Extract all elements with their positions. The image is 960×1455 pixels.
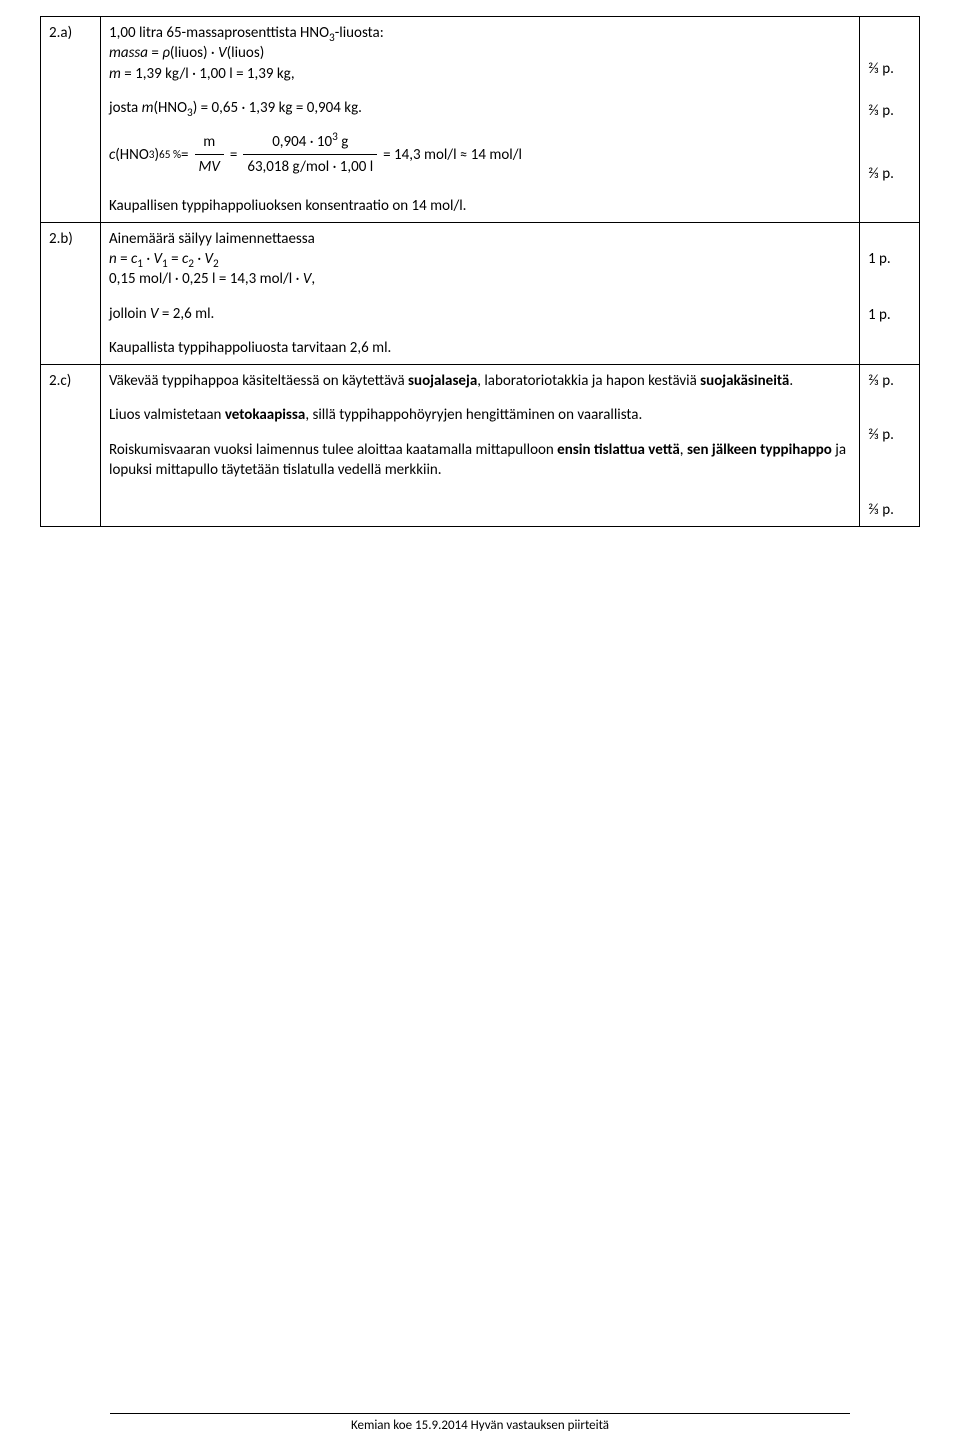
points: 1 p. [868, 249, 911, 269]
points: 1 p. [868, 305, 911, 325]
text: = [117, 250, 131, 268]
text: = [168, 250, 182, 268]
text: Ainemäärä säilyy laimennettaessa [109, 230, 315, 248]
points-cell: ⅔ p. ⅔ p. ⅔ p. [860, 365, 920, 527]
points: ⅔ p. [868, 164, 911, 184]
text: Väkevää typpihappoa käsiteltäessä on käy… [109, 372, 408, 390]
var: V [218, 44, 227, 62]
paragraph: Liuos valmistetaan vetokaapissa, sillä t… [109, 405, 851, 425]
text: , [680, 441, 687, 459]
text: Liuos valmistetaan [109, 406, 225, 424]
paragraph: 1,00 litra 65-massaprosenttista HNO3-liu… [109, 23, 851, 84]
points-stack: ⅔ p. ⅔ p. ⅔ p. [868, 23, 911, 184]
text: -liuosta: [335, 24, 384, 42]
answer-table: 2.a) 1,00 litra 65-massaprosenttista HNO… [40, 16, 920, 527]
text: 1,00 litra 65-massaprosenttista HNO [109, 24, 329, 42]
points-stack: ⅔ p. ⅔ p. ⅔ p. [868, 371, 911, 520]
points: ⅔ p. [868, 101, 911, 121]
text: . [789, 372, 793, 390]
paragraph: Kaupallisen typpihappoliuoksen konsentra… [109, 196, 851, 216]
text: 0,15 mol/l · 0,25 l = 14,3 mol/l · [109, 270, 303, 288]
denominator: 63,018 g/mol · 1,00 l [243, 157, 377, 177]
var: ρ [162, 44, 170, 62]
equation: c (HNO3 )65 % = m MV = 0,904 · 103 g [109, 132, 851, 178]
text: 0,904 · 10 [272, 133, 332, 151]
paragraph: josta m(HNO3) = 0,65 · 1,39 kg = 0,904 k… [109, 98, 851, 118]
table-row: 2.c) Väkevää typpihappoa käsiteltäessä o… [41, 365, 920, 527]
text: = [230, 145, 237, 165]
paragraph: Ainemäärä säilyy laimennettaessa n = c1 … [109, 229, 851, 290]
text: · [194, 250, 205, 268]
text: (HNO [115, 145, 149, 165]
text: josta [109, 99, 142, 117]
text: , [311, 270, 315, 288]
table-row: 2.b) Ainemäärä säilyy laimennettaessa n … [41, 222, 920, 364]
var: M [199, 158, 212, 176]
points: ⅔ p. [868, 59, 911, 79]
bold: sen jälkeen typpihappo [687, 441, 832, 459]
fraction-bar [195, 154, 224, 155]
text: g [338, 133, 348, 151]
bold: suojakäsineitä [700, 372, 789, 390]
text: (HNO [154, 99, 188, 117]
text: , laboratoriotakkia ja hapon kestäviä [477, 372, 700, 390]
row-body: Väkevää typpihappoa käsiteltäessä on käy… [101, 365, 860, 527]
var: V [205, 250, 214, 268]
text: = 14,3 mol/l ≈ 14 mol/l [383, 145, 522, 165]
numerator: 0,904 · 103 g [268, 132, 352, 152]
points: ⅔ p. [868, 500, 911, 520]
numerator: m [199, 132, 219, 152]
var: massa [109, 44, 148, 62]
var: n [109, 250, 117, 268]
points: ⅔ p. [868, 371, 911, 391]
text: (liuos) [227, 44, 265, 62]
text: Roiskumisvaaran vuoksi laimennus tulee a… [109, 441, 557, 459]
var: V [211, 158, 220, 176]
bold: ensin tislattua vettä [557, 441, 680, 459]
points: ⅔ p. [868, 425, 911, 445]
fraction-bar [243, 154, 377, 155]
row-body: Ainemäärä säilyy laimennettaessa n = c1 … [101, 222, 860, 364]
bold: suojalaseja [408, 372, 477, 390]
text: = 2,6 ml. [159, 305, 215, 323]
text: ) = 0,65 · 1,39 kg = 0,904 kg. [193, 99, 362, 117]
points-stack: 1 p. 1 p. [868, 229, 911, 326]
fraction: 0,904 · 103 g 63,018 g/mol · 1,00 l [243, 132, 377, 178]
text: , sillä typpihappohöyryjen hengittäminen… [305, 406, 642, 424]
page-footer: Kemian koe 15.9.2014 Hyvän vastauksen pi… [110, 1413, 850, 1433]
paragraph: Kaupallista typpihappoliuosta tarvitaan … [109, 338, 851, 358]
row-label: 2.c) [41, 365, 101, 527]
var: m [142, 99, 154, 117]
denominator: MV [195, 157, 224, 177]
paragraph: Roiskumisvaaran vuoksi laimennus tulee a… [109, 440, 851, 481]
var: V [150, 305, 159, 323]
row-label: 2.a) [41, 17, 101, 223]
text: (liuos) · [170, 44, 218, 62]
paragraph: Väkevää typpihappoa käsiteltäessä on käy… [109, 371, 851, 391]
paragraph: jolloin V = 2,6 ml. [109, 304, 851, 324]
text: = [181, 145, 188, 165]
points-cell: 1 p. 1 p. [860, 222, 920, 364]
row-label: 2.b) [41, 222, 101, 364]
text: = 1,39 kg/l · 1,00 l = 1,39 kg, [121, 65, 295, 83]
row-body: 1,00 litra 65-massaprosenttista HNO3-liu… [101, 17, 860, 223]
points-cell: ⅔ p. ⅔ p. ⅔ p. [860, 17, 920, 223]
subscript: 2 [213, 257, 219, 271]
text: = [148, 44, 162, 62]
var: V [154, 250, 163, 268]
fraction: m MV [195, 132, 224, 178]
text: jolloin [109, 305, 150, 323]
var: m [109, 65, 121, 83]
table-row: 2.a) 1,00 litra 65-massaprosenttista HNO… [41, 17, 920, 223]
page: 2.a) 1,00 litra 65-massaprosenttista HNO… [0, 0, 960, 1455]
text: · [143, 250, 154, 268]
bold: vetokaapissa [225, 406, 305, 424]
